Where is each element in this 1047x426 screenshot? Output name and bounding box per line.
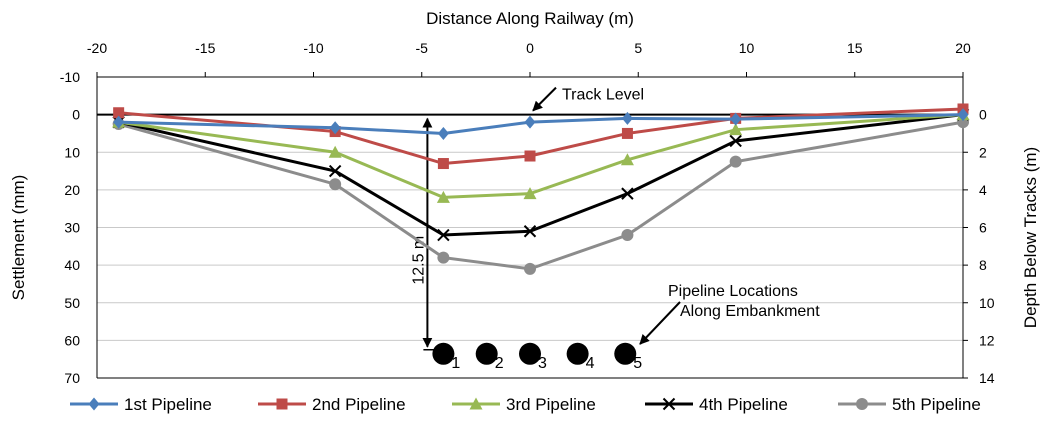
pipeline-number-label: 3 (538, 355, 547, 372)
pipeline-number-label: 2 (495, 355, 504, 372)
data-point-marker (437, 251, 450, 264)
pipeline-locations-arrow (639, 301, 681, 345)
data-point-marker (620, 153, 634, 166)
data-point-marker (436, 190, 450, 203)
legend-label: 5th Pipeline (892, 395, 981, 414)
pipeline-marker (475, 342, 498, 365)
y-right-tick-label: 0 (979, 107, 987, 123)
x-tick-label: 10 (739, 40, 755, 56)
x-tick-label: 5 (634, 40, 642, 56)
y-right-axis-title: Depth Below Tracks (m) (1021, 147, 1040, 328)
y-right-tick-label: 4 (979, 182, 987, 198)
depth-dimension-label: 12.5 m (410, 236, 427, 285)
data-point-marker (88, 397, 100, 411)
y-right-tick-label: 10 (979, 295, 995, 311)
y-left-tick-label: 50 (64, 295, 80, 311)
x-tick-label: 0 (526, 40, 534, 56)
data-point-marker (328, 145, 342, 158)
series-4 (112, 108, 970, 242)
track-level-label: Track Level (562, 87, 644, 104)
y-left-tick-label: -10 (60, 69, 80, 85)
legend-item-2: 2nd Pipeline (258, 395, 406, 414)
y-right-tick-label: 12 (979, 332, 995, 348)
data-point-marker (437, 158, 449, 170)
series-line (118, 113, 964, 199)
data-point-marker (729, 123, 743, 136)
data-point-marker (523, 187, 537, 200)
y-left-axis-title: Settlement (mm) (9, 175, 28, 301)
data-point-marker (621, 127, 633, 139)
annotations: Track Level 12.5 m Pipeline Locations Along… (410, 87, 820, 372)
pipeline-locations-label-2: Along Embankment (680, 303, 820, 320)
legend-label: 2nd Pipeline (312, 395, 406, 414)
data-point-marker (329, 121, 341, 135)
data-point-marker (329, 178, 342, 191)
legend-item-4: 4th Pipeline (645, 395, 788, 414)
y-left-tick-label: 40 (64, 257, 80, 273)
pipeline-marker (614, 342, 637, 365)
y-left-tick-label: 30 (64, 220, 80, 236)
data-point-marker (621, 187, 634, 200)
series-1 (113, 108, 969, 140)
data-point-marker (276, 398, 288, 410)
y-right-tick-label: 2 (979, 144, 987, 160)
track-level-arrow (532, 86, 557, 112)
data-point-marker (957, 108, 969, 122)
data-point-marker (523, 225, 537, 238)
data-point-marker (437, 126, 449, 140)
y-left-tick-label: 70 (64, 370, 80, 386)
x-axis-title: Distance Along Railway (m) (426, 9, 634, 28)
x-tick-label: 20 (955, 40, 971, 56)
series-line (118, 120, 964, 271)
x-tick-label: -5 (416, 40, 429, 56)
y-right-tick-label: 8 (979, 257, 987, 273)
pipeline-marker (566, 342, 589, 365)
data-point-marker (729, 134, 742, 148)
data-point-marker (524, 150, 536, 162)
x-tick-label: -20 (87, 40, 107, 56)
data-point-marker (469, 397, 483, 410)
y-left-tick-label: 60 (64, 332, 80, 348)
data-point-marker (524, 262, 536, 275)
data-point-marker (729, 155, 742, 168)
data-point-marker (856, 398, 868, 410)
data-point-marker (113, 107, 125, 119)
x-tick-label: -10 (303, 40, 323, 56)
y-right-tick-label: 6 (979, 220, 987, 236)
y-right-tick-label: 14 (979, 370, 995, 386)
legend-label: 4th Pipeline (699, 395, 788, 414)
data-point-marker (437, 228, 450, 242)
legend: 1st Pipeline 2nd Pipeline 3rd Pipeline 4th … (70, 395, 981, 414)
pipeline-marker (519, 342, 541, 365)
data-point-marker (621, 111, 633, 125)
data-point-marker (113, 115, 125, 129)
legend-label: 1st Pipeline (124, 395, 212, 414)
legend-item-1: 1st Pipeline (70, 395, 212, 414)
data-point-marker (730, 112, 742, 126)
legend-item-5: 5th Pipeline (838, 395, 981, 414)
y-left-tick-label: 0 (72, 107, 80, 123)
pipeline-locations-label: Pipeline Locations (668, 283, 798, 300)
pipeline-number-label: 5 (633, 355, 642, 372)
series-line (118, 113, 964, 237)
data-point-marker (524, 115, 536, 129)
pipeline-marker (432, 342, 455, 365)
series-5 (112, 116, 969, 275)
series (112, 103, 970, 275)
data-point-marker (621, 229, 634, 242)
legend-item-3: 3rd Pipeline (452, 395, 596, 414)
pipeline-number-label: 4 (586, 355, 595, 372)
data-point-marker (328, 164, 342, 178)
data-point-marker (662, 397, 676, 411)
pipeline-number-label: 1 (451, 355, 460, 372)
x-tick-label: 15 (847, 40, 863, 56)
y-left-tick-label: 10 (64, 144, 80, 160)
y-left-tick-label: 20 (64, 182, 80, 198)
x-tick-label: -15 (195, 40, 215, 56)
legend-label: 3rd Pipeline (506, 395, 596, 414)
